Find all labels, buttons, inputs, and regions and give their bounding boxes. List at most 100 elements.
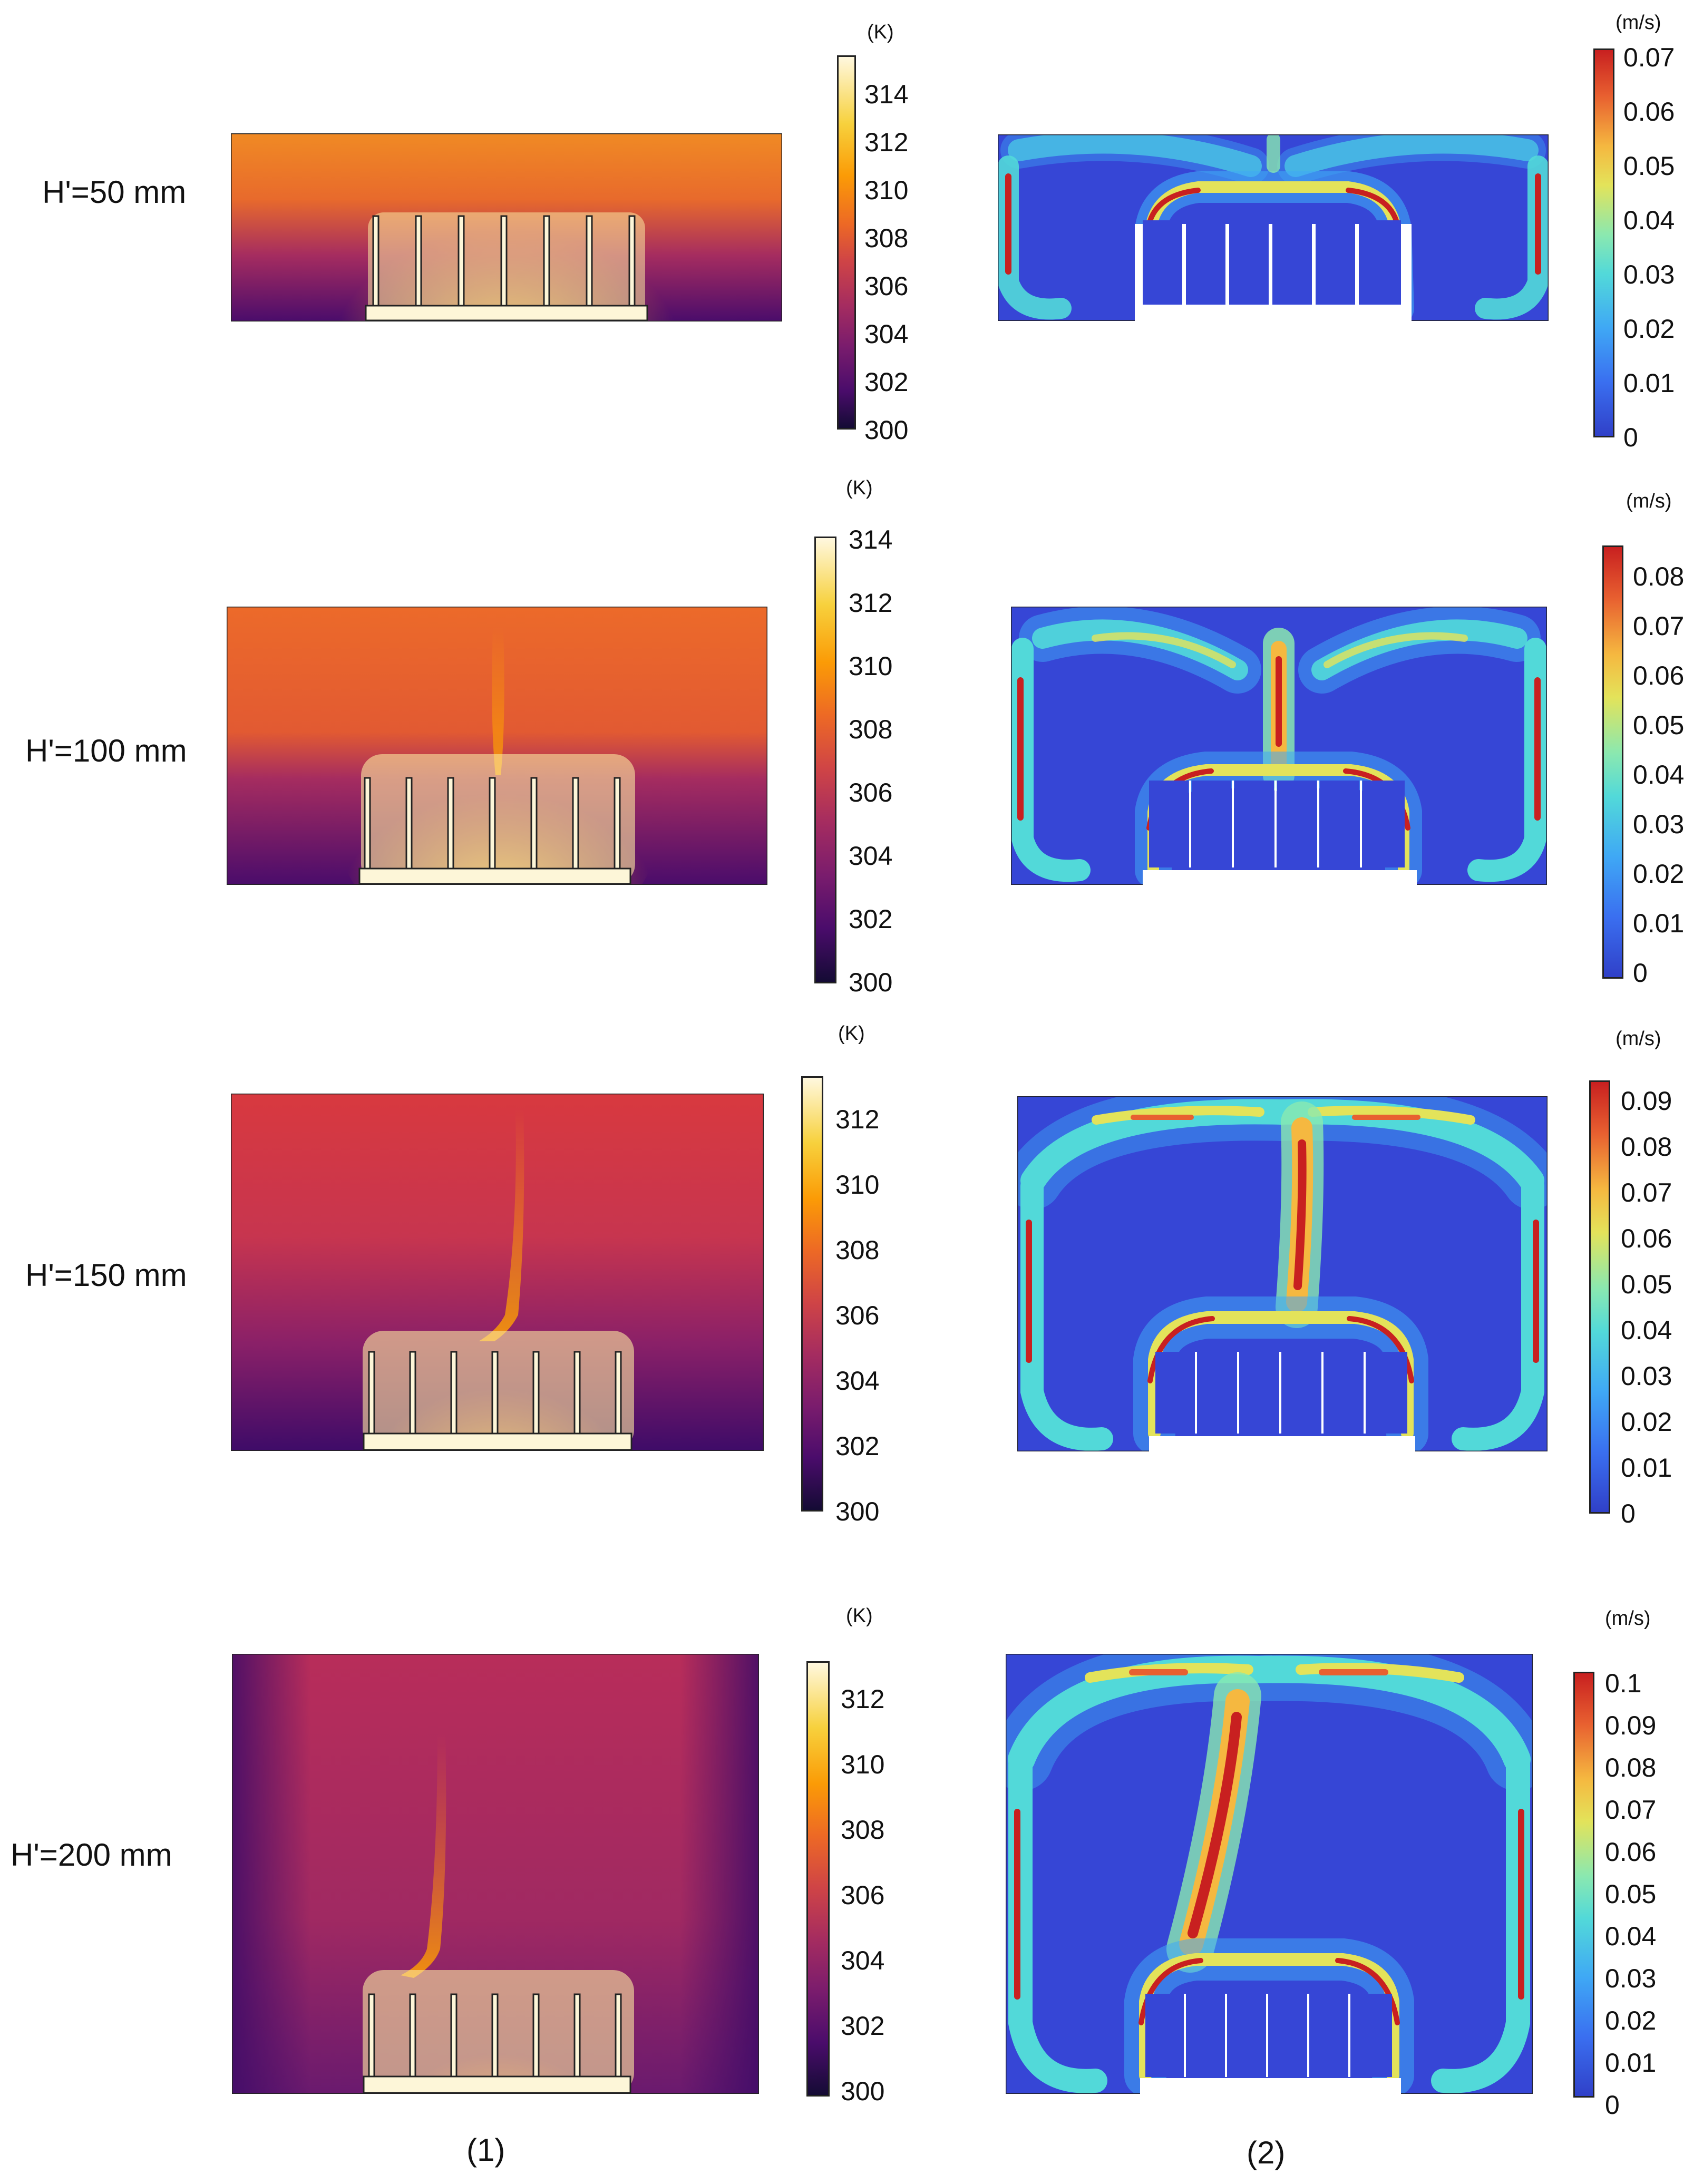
tick-label: 0.07 (1623, 43, 1675, 72)
temperature-field-h50 (231, 133, 782, 321)
tick-label: 300 (864, 415, 909, 445)
row-label-h100: H'=100 mm (25, 733, 187, 768)
tick-label: 302 (841, 2011, 885, 2041)
row-label-h200: H'=200 mm (11, 1837, 172, 1873)
tick-label: 0.01 (1623, 368, 1675, 398)
heat-sink-h200 (363, 1993, 631, 2094)
tick-label: 308 (849, 715, 893, 744)
velocity-unit-h200: (m/s) (1605, 1607, 1651, 1630)
temperature-colorbar-h50 (837, 55, 856, 430)
tick-label: 308 (841, 1815, 885, 1845)
tick-label: 0.05 (1621, 1270, 1672, 1299)
tick-label: 308 (864, 223, 909, 253)
tick-label: 312 (864, 128, 909, 157)
tick-label: 0.06 (1633, 661, 1685, 690)
tick-label: 310 (835, 1170, 880, 1200)
tick-label: 304 (849, 841, 893, 871)
tick-label: 304 (841, 1946, 885, 1975)
velocity-colorbar-h100 (1602, 545, 1623, 979)
tick-label: 312 (841, 1684, 885, 1714)
tick-label: 306 (841, 1880, 885, 1910)
temperature-unit-h50: (K) (867, 21, 894, 43)
heat-sink-h100 (358, 777, 631, 885)
tick-label: 0.03 (1633, 810, 1685, 839)
tick-label: 0.09 (1605, 1711, 1657, 1740)
tick-label: 300 (835, 1497, 880, 1526)
tick-label: 300 (849, 968, 893, 997)
tick-label: 0.09 (1621, 1086, 1672, 1116)
tick-label: 0.06 (1621, 1224, 1672, 1253)
tick-label: 0.07 (1605, 1795, 1657, 1825)
row-label-h150: H'=150 mm (25, 1257, 187, 1293)
tick-label: 0.02 (1633, 859, 1685, 889)
tick-label: 302 (849, 904, 893, 934)
tick-label: 306 (835, 1301, 880, 1330)
tick-label: 0.04 (1605, 1922, 1657, 1951)
velocity-unit-h150: (m/s) (1616, 1028, 1661, 1050)
tick-label: 0.08 (1633, 562, 1685, 591)
temperature-colorbar-h200 (806, 1661, 830, 2097)
tick-label: 0.04 (1623, 206, 1675, 235)
tick-label: 0.1 (1605, 1669, 1642, 1698)
tick-label: 302 (864, 367, 909, 397)
tick-label: 0.05 (1623, 151, 1675, 181)
tick-label: 306 (864, 271, 909, 301)
tick-label: 302 (835, 1431, 880, 1461)
tick-label: 0.02 (1621, 1407, 1672, 1437)
tick-label: 306 (849, 778, 893, 807)
temperature-unit-h100: (K) (846, 477, 873, 499)
tick-label: 0.01 (1633, 909, 1685, 938)
temperature-colorbar-h150 (801, 1076, 823, 1512)
tick-label: 0.02 (1623, 314, 1675, 344)
tick-label: 0.06 (1623, 97, 1675, 126)
tick-label: 0.08 (1605, 1753, 1657, 1782)
panel-caption-temperature: (1) (466, 2132, 505, 2168)
tick-label: 0 (1633, 958, 1648, 988)
tick-label: 310 (849, 651, 893, 681)
temperature-unit-h200: (K) (846, 1605, 873, 1627)
tick-label: 0.01 (1621, 1453, 1672, 1483)
velocity-colorbar-h200 (1573, 1672, 1594, 2098)
tick-label: 0.03 (1605, 1964, 1657, 1993)
tick-label: 0 (1605, 2090, 1620, 2120)
tick-label: 310 (841, 1750, 885, 1779)
tick-label: 0.07 (1621, 1178, 1672, 1207)
tick-label: 300 (841, 2076, 885, 2106)
velocity-unit-h50: (m/s) (1616, 12, 1661, 34)
tick-label: 0 (1623, 423, 1638, 452)
tick-label: 0.04 (1633, 760, 1685, 789)
heat-sink-h50 (365, 215, 648, 321)
tick-label: 0.03 (1623, 260, 1675, 289)
velocity-field-h100 (1011, 607, 1547, 885)
tick-label: 0 (1621, 1499, 1636, 1528)
tick-label: 0.04 (1621, 1315, 1672, 1345)
velocity-field-h200 (1006, 1654, 1533, 2094)
panel-caption-velocity: (2) (1247, 2135, 1286, 2170)
velocity-unit-h100: (m/s) (1626, 490, 1672, 512)
tick-label: 314 (864, 80, 909, 109)
tick-label: 0.01 (1605, 2048, 1657, 2078)
tick-label: 308 (835, 1235, 880, 1265)
tick-label: 312 (849, 588, 893, 618)
tick-label: 304 (835, 1366, 880, 1396)
tick-label: 0.02 (1605, 2006, 1657, 2035)
row-label-h50: H'=50 mm (42, 174, 187, 210)
velocity-field-h50 (998, 134, 1549, 321)
velocity-colorbar-h50 (1593, 48, 1614, 437)
tick-label: 0.08 (1621, 1132, 1672, 1162)
velocity-colorbar-h150 (1589, 1080, 1610, 1514)
temperature-colorbar-h100 (814, 537, 836, 983)
tick-label: 314 (849, 525, 893, 554)
tick-label: 0.07 (1633, 611, 1685, 641)
temperature-unit-h150: (K) (838, 1022, 865, 1045)
tick-label: 304 (864, 319, 909, 349)
tick-label: 0.05 (1605, 1879, 1657, 1909)
temperature-field-h150 (231, 1094, 764, 1451)
tick-label: 0.05 (1633, 710, 1685, 740)
temperature-field-h100 (227, 607, 767, 885)
tick-label: 312 (835, 1105, 880, 1134)
tick-label: 0.06 (1605, 1837, 1657, 1867)
temperature-field-h200 (232, 1654, 759, 2094)
tick-label: 0.03 (1621, 1361, 1672, 1391)
velocity-field-h150 (1017, 1096, 1548, 1451)
